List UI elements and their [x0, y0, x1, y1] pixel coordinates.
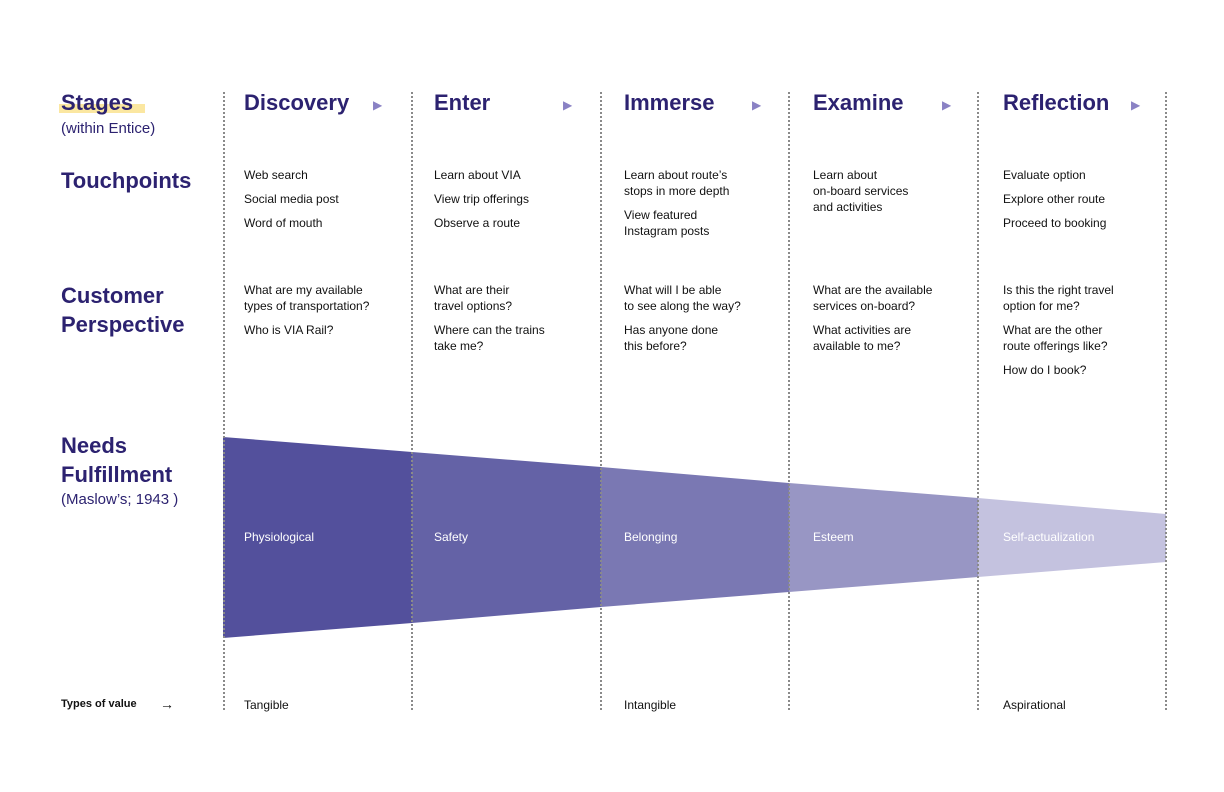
funnel-segment: [601, 467, 789, 607]
stage-examine-title: Examine: [813, 90, 904, 115]
discovery-touchpoints: Web search Social media post Word of mou…: [244, 167, 414, 239]
touchpoint-item: Proceed to booking: [1003, 216, 1107, 230]
question-item: What will I be able to see along the way…: [624, 283, 741, 313]
question-item: How do I book?: [1003, 363, 1087, 377]
question-item: What activities are available to me?: [813, 323, 912, 353]
column-divider: [977, 92, 979, 710]
funnel-segment: [978, 498, 1166, 577]
funnel-segment: [789, 483, 978, 592]
needs-fulfillment-subtitle: (Maslow’s; 1943 ): [61, 491, 179, 508]
value-type-label: Aspirational: [1003, 698, 1066, 712]
column-divider: [1165, 92, 1167, 710]
touchpoint-item: Learn about on-board services and activi…: [813, 168, 909, 214]
reflection-questions: Is this the right travel option for me? …: [1003, 282, 1173, 386]
need-level-label: Belonging: [624, 530, 678, 544]
discovery-questions: What are my available types of transport…: [244, 282, 419, 346]
column-divider: [600, 92, 602, 710]
stage-discovery-title: Discovery: [244, 90, 350, 115]
needs-fulfillment-row-label: Needs Fulfillment: [61, 433, 173, 487]
question-item: What are the other route offerings like?: [1003, 323, 1108, 353]
touchpoint-item: View trip offerings: [434, 192, 529, 206]
play-arrow-icon: ▶: [752, 98, 762, 112]
play-arrow-icon: ▶: [1131, 98, 1141, 112]
stages-row-label: Stages: [59, 90, 145, 116]
funnel-segment: [412, 452, 601, 623]
play-arrow-icon: ▶: [373, 98, 383, 112]
value-type-label: Intangible: [624, 698, 677, 712]
stages-title: Stages: [61, 90, 134, 115]
question-item: What are their travel options?: [434, 283, 513, 313]
stage-immerse-title: Immerse: [624, 90, 715, 115]
stage-enter-title: Enter: [434, 90, 491, 115]
funnel-segment: [223, 437, 412, 638]
touchpoint-item: Learn about route’s stops in more depth: [624, 168, 730, 198]
touchpoint-item: Web search: [244, 168, 308, 182]
need-level-label: Esteem: [813, 530, 854, 544]
touchpoint-item: Learn about VIA: [434, 168, 521, 182]
right-arrow-icon: →: [160, 696, 174, 712]
touchpoint-item: Explore other route: [1003, 192, 1106, 206]
stages-highlight: [59, 104, 145, 113]
value-type-label: Tangible: [244, 698, 289, 712]
touchpoint-item: View featured Instagram posts: [624, 208, 710, 238]
examine-questions: What are the available services on-board…: [813, 282, 983, 362]
reflection-touchpoints: Evaluate option Explore other route Proc…: [1003, 167, 1173, 239]
question-item: Where can the trains take me?: [434, 323, 545, 353]
customer-perspective-row-label: Customer Perspective: [61, 283, 185, 337]
need-level-label: Physiological: [244, 530, 315, 544]
question-item: Is this the right travel option for me?: [1003, 283, 1114, 313]
touchpoint-item: Word of mouth: [244, 216, 323, 230]
enter-questions: What are their travel options? Where can…: [434, 282, 604, 362]
question-item: Has anyone done this before?: [624, 323, 719, 353]
touchpoint-item: Observe a route: [434, 216, 521, 230]
touchpoint-item: Social media post: [244, 192, 339, 206]
need-level-label: Self-actualization: [1003, 530, 1095, 544]
play-arrow-icon: ▶: [942, 98, 952, 112]
need-level-label: Safety: [434, 530, 469, 544]
enter-touchpoints: Learn about VIA View trip offerings Obse…: [434, 167, 604, 239]
touchpoint-item: Evaluate option: [1003, 168, 1086, 182]
question-item: Who is VIA Rail?: [244, 323, 334, 337]
examine-touchpoints: Learn about on-board services and activi…: [813, 167, 983, 223]
column-divider: [223, 92, 225, 710]
play-arrow-icon: ▶: [563, 98, 573, 112]
touchpoints-row-label: Touchpoints: [61, 168, 192, 193]
question-item: What are my available types of transport…: [244, 283, 370, 313]
stages-subtitle: (within Entice): [61, 120, 156, 137]
question-item: What are the available services on-board…: [813, 283, 933, 313]
immerse-questions: What will I be able to see along the way…: [624, 282, 794, 362]
immerse-touchpoints: Learn about route’s stops in more depth …: [624, 167, 794, 247]
column-divider: [411, 92, 413, 710]
column-divider: [788, 92, 790, 710]
stage-reflection-title: Reflection: [1003, 90, 1110, 115]
types-of-value-label: Types of value: [61, 698, 137, 710]
